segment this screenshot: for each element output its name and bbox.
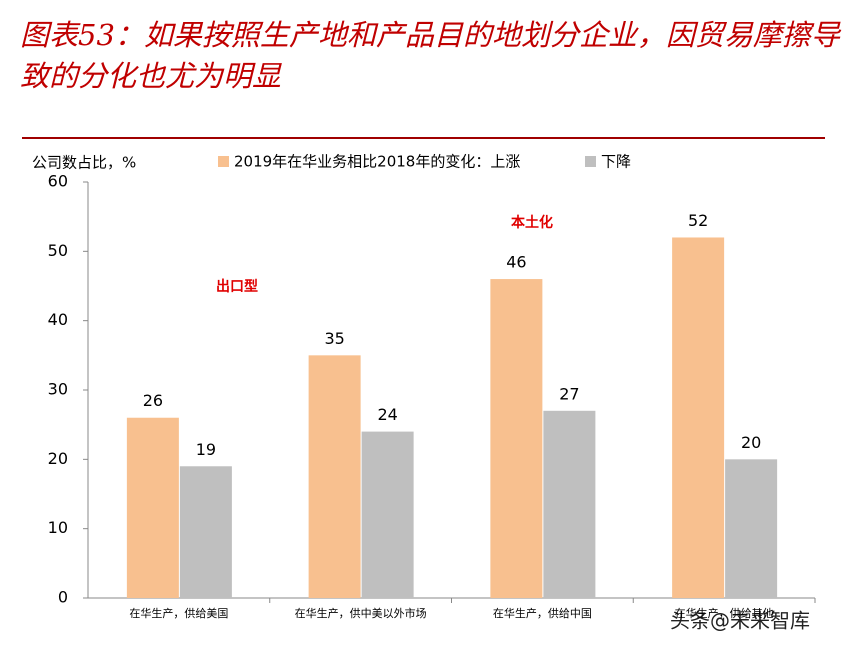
y-tick-label: 10 — [48, 518, 68, 537]
annotation: 本土化 — [511, 214, 553, 231]
chart-title: 图表53：如果按照生产地和产品目的地划分企业，因贸易摩擦导 — [20, 18, 842, 52]
y-tick-label: 20 — [48, 449, 68, 468]
value-label: 24 — [377, 405, 397, 424]
chart-title-line2: 致的分化也尤为明显 — [20, 59, 282, 93]
bar — [361, 431, 414, 598]
x-tick-label: 在华生产，供给其他 — [675, 606, 774, 620]
bar — [543, 410, 596, 598]
y-tick-label: 50 — [48, 241, 68, 260]
bar — [725, 459, 778, 598]
x-tick-label: 在华生产，供给美国 — [129, 606, 228, 620]
bar — [490, 279, 543, 598]
x-tick-label: 在华生产，供中美以外市场 — [295, 606, 427, 620]
value-label: 19 — [196, 440, 216, 459]
legend-swatch — [218, 156, 229, 167]
value-label: 20 — [741, 433, 761, 452]
bar — [308, 355, 361, 598]
value-label: 46 — [506, 253, 526, 272]
annotation: 出口型 — [216, 278, 258, 295]
x-tick-label: 在华生产，供给中国 — [493, 606, 592, 620]
bar — [672, 237, 725, 598]
legend-label: 2019年在华业务相比2018年的变化：上涨 — [234, 153, 520, 171]
watermark: 头条@未来智库 — [670, 609, 810, 633]
bar — [179, 466, 232, 598]
y-tick-label: 40 — [48, 310, 68, 329]
y-tick-label: 60 — [48, 172, 68, 191]
value-label: 52 — [688, 211, 708, 230]
y-tick-label: 0 — [58, 588, 68, 607]
bar — [126, 417, 179, 598]
y-axis-label: 公司数占比，% — [32, 154, 136, 172]
value-label: 35 — [324, 329, 344, 348]
legend-label: 下降 — [601, 153, 631, 171]
y-tick-label: 30 — [48, 380, 68, 399]
value-label: 26 — [143, 391, 163, 410]
value-label: 27 — [559, 384, 579, 403]
legend-swatch — [585, 156, 596, 167]
